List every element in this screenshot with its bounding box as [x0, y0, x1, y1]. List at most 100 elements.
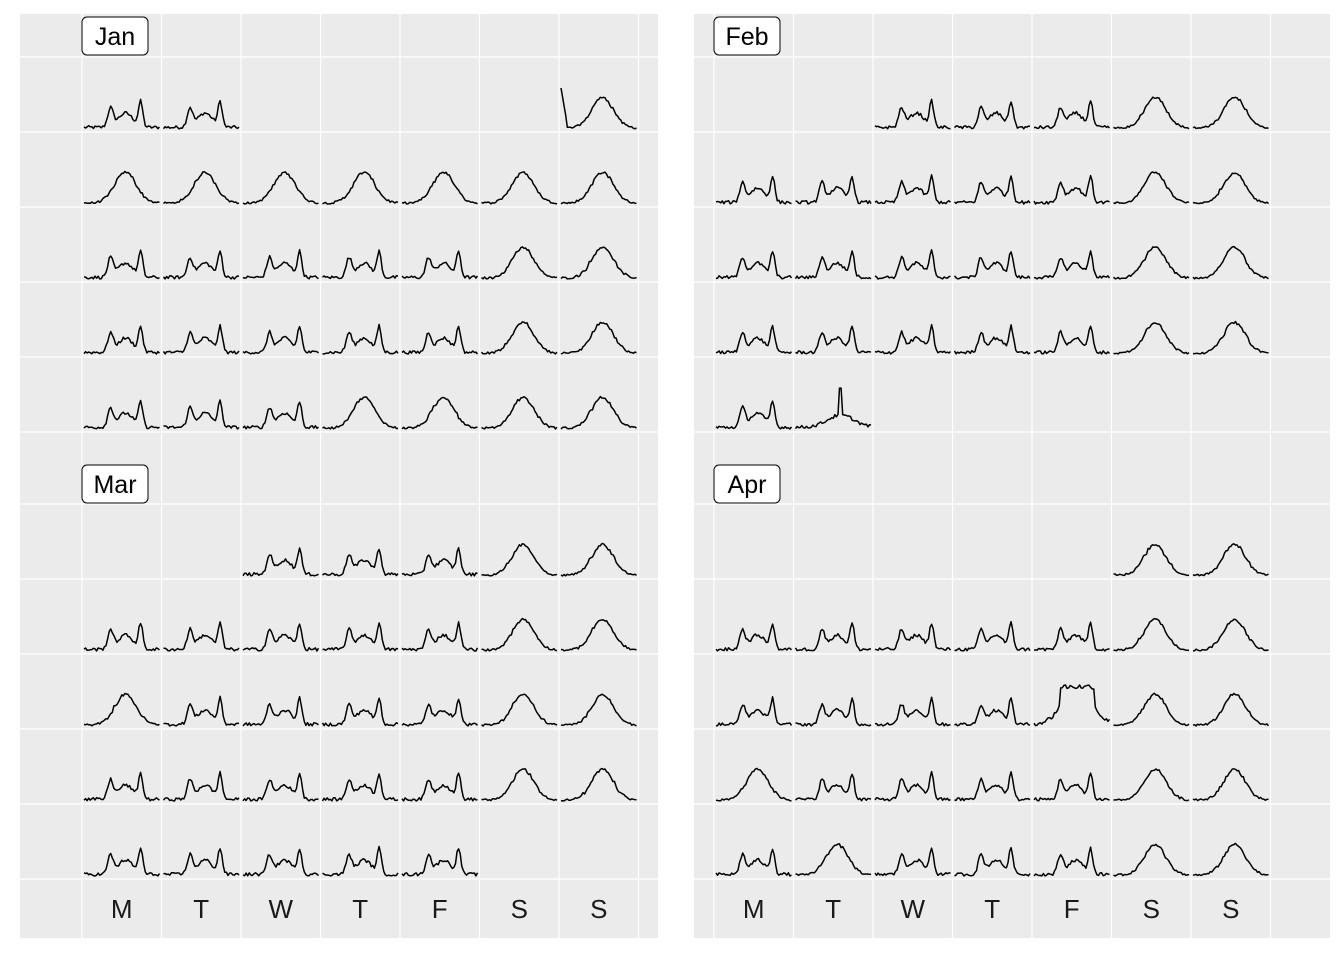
series-line [795, 325, 872, 355]
weekday-label: T [825, 894, 841, 924]
series-line [321, 697, 399, 727]
series-line [83, 692, 160, 727]
series-line [1192, 96, 1269, 130]
series-line [1192, 245, 1269, 280]
weekday-label: T [193, 894, 209, 924]
series-line [242, 695, 319, 727]
series-line [715, 175, 792, 205]
series-line [954, 846, 1031, 877]
series-line [83, 170, 160, 205]
series-line [1113, 96, 1190, 130]
facet-mar: Mar [20, 462, 658, 938]
series-line [794, 250, 872, 280]
series-line [401, 171, 478, 205]
series-line [322, 323, 399, 355]
series-line [954, 771, 1031, 802]
series-line [954, 175, 1031, 205]
series-line [560, 767, 637, 802]
series-line [1033, 250, 1111, 280]
series-line [874, 847, 951, 877]
series-line [715, 623, 793, 652]
series-line [162, 99, 240, 130]
series-line [715, 696, 793, 727]
series-line [794, 622, 872, 652]
series-line [560, 246, 637, 280]
month-label: Jan [95, 23, 135, 51]
weekday-label: T [984, 894, 1000, 924]
series-line [83, 622, 160, 652]
series-line [1113, 171, 1190, 205]
series-line [481, 396, 558, 430]
series-line [1113, 544, 1190, 577]
month-label-box [81, 16, 149, 56]
series-line [401, 250, 479, 280]
series-line [321, 773, 399, 802]
series-line [322, 171, 399, 205]
series-line [481, 542, 558, 577]
series-line [162, 323, 240, 355]
series-line [560, 321, 637, 355]
series-line [401, 698, 479, 727]
series-line [242, 171, 319, 205]
series-line [481, 171, 558, 205]
series-line [874, 770, 951, 802]
series-line [794, 387, 872, 430]
month-label: Apr [728, 471, 767, 499]
weekday-label: S [590, 894, 607, 924]
series-line [322, 622, 399, 652]
month-label-box [81, 464, 149, 504]
series-line [1192, 768, 1269, 802]
series-line [954, 620, 1031, 652]
month-label: Feb [725, 23, 768, 51]
series-line [953, 324, 1031, 355]
facet-jan: Jan [20, 14, 658, 478]
series-line [1113, 692, 1190, 727]
series-line [242, 848, 320, 877]
series-line [1112, 246, 1190, 280]
series-line [242, 623, 320, 652]
weekday-label: M [111, 894, 133, 924]
series-line [1192, 172, 1269, 205]
series-line [1113, 617, 1190, 652]
month-label-box [713, 16, 781, 56]
series-line [1033, 846, 1110, 877]
series-line [83, 771, 160, 802]
series-line [1033, 100, 1111, 130]
series-line [83, 399, 160, 430]
series-line [1033, 772, 1110, 802]
series-line [242, 547, 319, 577]
weekday-label: F [1064, 894, 1080, 924]
series-line [1192, 618, 1269, 652]
series-line [1192, 692, 1270, 727]
series-line [401, 772, 478, 802]
series-line [874, 98, 951, 130]
weekday-label: T [352, 894, 368, 924]
series-line [874, 249, 951, 280]
facet-background [20, 462, 658, 938]
series-line [322, 845, 399, 877]
series-line [322, 396, 399, 430]
series-line [1113, 768, 1190, 802]
series-line [322, 249, 399, 280]
series-line [322, 548, 399, 577]
series-line [954, 697, 1031, 727]
weekday-label: W [900, 894, 925, 924]
series-line [1033, 621, 1110, 652]
facet-background [694, 14, 1330, 478]
series-line [874, 696, 951, 727]
series-line [481, 246, 558, 280]
series-line [1033, 684, 1111, 727]
series-line [560, 542, 637, 577]
series-line [242, 248, 319, 280]
series-line [481, 768, 558, 802]
series-line [163, 399, 240, 430]
series-line [401, 396, 478, 430]
series-line [401, 546, 478, 577]
series-line [83, 847, 161, 877]
series-line [795, 175, 872, 205]
series-line [715, 400, 793, 430]
series-line [162, 250, 240, 280]
series-line [715, 324, 793, 355]
